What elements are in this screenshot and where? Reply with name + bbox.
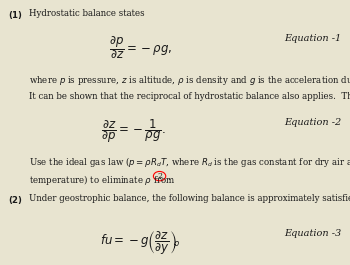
Text: .: .	[167, 173, 170, 182]
Text: Equation -2: Equation -2	[284, 118, 341, 127]
Text: 2: 2	[157, 172, 162, 180]
Text: $\mathbf{(2)}$: $\mathbf{(2)}$	[8, 194, 23, 206]
Text: Use the ideal gas law ($p = \rho R_d T$, where $R_d$ is the gas constant for dry: Use the ideal gas law ($p = \rho R_d T$,…	[29, 155, 350, 169]
Text: Hydrostatic balance states: Hydrostatic balance states	[29, 9, 145, 18]
Text: $fu = -g\left(\dfrac{\partial z}{\partial y}\right)_{\!\!p}$: $fu = -g\left(\dfrac{\partial z}{\partia…	[100, 229, 181, 256]
Text: where $p$ is pressure, $z$ is altitude, $\rho$ is density and $g$ is the acceler: where $p$ is pressure, $z$ is altitude, …	[29, 74, 350, 87]
Text: It can be shown that the reciprocal of hydrostatic balance also applies.  That i: It can be shown that the reciprocal of h…	[29, 92, 350, 101]
Text: $\dfrac{\partial p}{\partial z} = -\rho g,$: $\dfrac{\partial p}{\partial z} = -\rho …	[109, 34, 173, 60]
Text: Equation -1: Equation -1	[284, 34, 341, 43]
Text: Under geostrophic balance, the following balance is approximately satisfied: Under geostrophic balance, the following…	[29, 194, 350, 203]
Text: Equation -3: Equation -3	[284, 229, 341, 239]
Text: $\dfrac{\partial z}{\partial p} = -\dfrac{1}{\rho g}.$: $\dfrac{\partial z}{\partial p} = -\dfra…	[102, 118, 166, 145]
Text: temperature) to eliminate $\rho$ from: temperature) to eliminate $\rho$ from	[29, 173, 176, 187]
Text: $\mathbf{(1)}$: $\mathbf{(1)}$	[8, 9, 23, 21]
